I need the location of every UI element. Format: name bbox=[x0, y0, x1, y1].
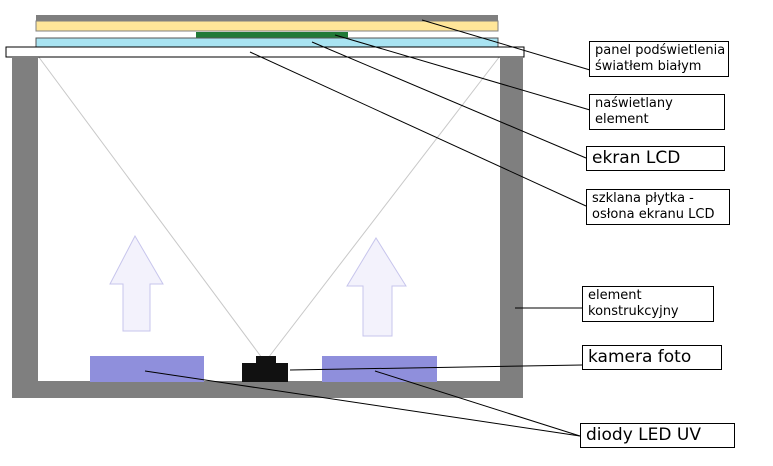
backlight-panel bbox=[35, 20, 499, 32]
label-glass-plate-line2: osłona ekranu LCD bbox=[592, 206, 715, 222]
leader-backlight bbox=[421, 19, 591, 71]
leader-lines bbox=[144, 19, 591, 437]
label-uv-leds-text: diody LED UV bbox=[586, 425, 701, 445]
frame-right-post bbox=[500, 58, 523, 398]
leader-led-right bbox=[374, 370, 581, 437]
label-glass-plate-line1: szklana płytka - bbox=[592, 191, 694, 206]
label-lcd-screen-text: ekran LCD bbox=[592, 148, 681, 168]
camera-body bbox=[242, 363, 288, 382]
leader-led-left bbox=[144, 370, 581, 437]
camera-ray-right bbox=[264, 55, 501, 363]
label-backlight-panel: panel podświetlenia światłem białym bbox=[589, 41, 729, 77]
label-uv-leds: diody LED UV bbox=[580, 423, 735, 448]
exposed-element bbox=[196, 32, 348, 39]
label-lcd-screen: ekran LCD bbox=[586, 146, 725, 171]
camera-lens bbox=[256, 356, 276, 364]
label-backlight-panel-line2: światłem białym bbox=[595, 58, 702, 74]
label-exposed-element: naświetlany element bbox=[589, 94, 725, 130]
leader-glass-plate bbox=[249, 51, 587, 207]
leader-lcd-screen bbox=[311, 41, 587, 159]
label-camera: kamera foto bbox=[582, 345, 722, 370]
glass-plate bbox=[5, 46, 525, 58]
label-exposed-element-line2: element bbox=[595, 111, 649, 127]
label-frame-element: element konstrukcyjny bbox=[582, 286, 714, 322]
label-frame-element-line1: element bbox=[588, 288, 642, 303]
uv-light-arrow-right bbox=[346, 237, 407, 337]
backlight-panel-top-edge bbox=[36, 15, 498, 21]
label-glass-plate: szklana płytka - osłona ekranu LCD bbox=[586, 189, 730, 225]
frame-left-post bbox=[12, 58, 38, 398]
label-camera-text: kamera foto bbox=[588, 347, 692, 367]
uv-led-left bbox=[90, 356, 204, 382]
label-backlight-panel-line1: panel podświetlenia bbox=[595, 43, 726, 58]
leader-camera bbox=[289, 364, 583, 371]
label-frame-element-line2: konstrukcyjny bbox=[588, 303, 679, 319]
label-exposed-element-line1: naświetlany bbox=[595, 96, 673, 111]
uv-light-arrow-left bbox=[109, 234, 164, 332]
camera-ray-left bbox=[37, 55, 266, 363]
lcd-screen bbox=[35, 37, 499, 48]
leader-exposed-element bbox=[334, 34, 591, 111]
